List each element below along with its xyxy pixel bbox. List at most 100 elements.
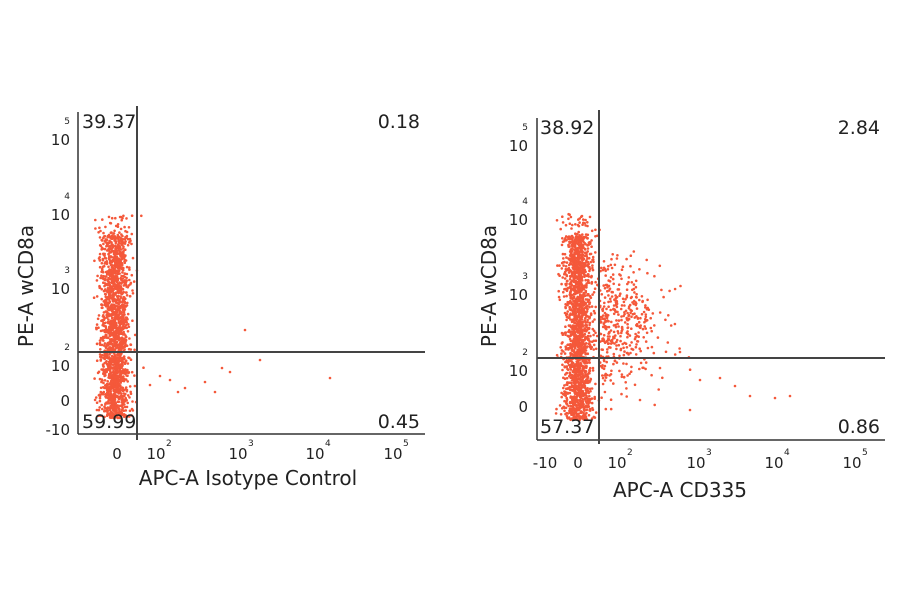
scatter-point <box>587 331 591 335</box>
scatter-point <box>120 321 123 325</box>
scatter-point <box>607 300 610 304</box>
scatter-point <box>117 333 120 337</box>
scatter-point <box>576 287 580 291</box>
scatter-point <box>573 381 577 384</box>
scatter-point <box>114 402 118 405</box>
scatter-point <box>639 349 642 353</box>
scatter-point <box>565 383 568 386</box>
scatter-point <box>131 319 134 323</box>
scatter-point <box>561 363 564 367</box>
scatter-point <box>609 346 612 349</box>
scatter-point <box>570 330 573 333</box>
scatter-point <box>123 258 126 262</box>
scatter-point <box>125 323 128 327</box>
scatter-point <box>615 319 618 322</box>
scatter-point <box>584 415 588 419</box>
scatter-point <box>118 389 122 393</box>
scatter-point <box>588 265 591 269</box>
scatter-point <box>117 379 121 383</box>
scatter-point <box>103 262 106 265</box>
y-tick-label: 10 <box>51 131 70 149</box>
scatter-point <box>578 350 581 354</box>
scatter-point <box>673 322 677 326</box>
scatter-point <box>581 294 585 298</box>
scatter-point <box>131 292 135 295</box>
scatter-point <box>575 263 579 267</box>
scatter-point <box>122 247 125 250</box>
scatter-point <box>625 346 629 349</box>
scatter-point <box>638 298 641 302</box>
scatter-point <box>109 371 113 374</box>
scatter-point <box>628 344 632 347</box>
scatter-point <box>107 368 111 371</box>
scatter-point <box>111 363 115 367</box>
scatter-point <box>115 383 119 387</box>
scatter-point <box>106 304 110 308</box>
scatter-point <box>560 261 564 265</box>
scatter-point <box>125 272 129 276</box>
scatter-point <box>97 414 100 418</box>
scatter-point <box>111 281 115 285</box>
scatter-point <box>625 288 629 292</box>
scatter-point <box>105 354 108 358</box>
scatter-point <box>116 405 119 409</box>
scatter-point <box>644 306 647 309</box>
scatter-point <box>108 250 112 253</box>
scatter-point <box>609 263 613 267</box>
scatter-point <box>567 381 570 385</box>
scatter-point <box>577 224 581 228</box>
scatter-point <box>688 368 692 372</box>
scatter-point <box>579 344 583 348</box>
scatter-point <box>569 301 573 304</box>
scatter-point <box>113 318 117 322</box>
scatter-point <box>576 310 580 314</box>
scatter-point <box>110 342 114 346</box>
y-tick-exponent: 4 <box>64 192 70 202</box>
scatter-point <box>570 262 573 266</box>
scatter-point <box>643 325 646 328</box>
scatter-point <box>573 312 576 316</box>
scatter-point <box>616 288 620 291</box>
scatter-point <box>100 261 104 265</box>
scatter-point <box>122 274 125 278</box>
scatter-point <box>104 395 107 398</box>
scatter-point <box>110 397 113 401</box>
scatter-point <box>120 344 124 347</box>
scatter-point <box>573 335 577 338</box>
scatter-point <box>586 334 590 338</box>
scatter-point <box>101 368 105 372</box>
scatter-point <box>103 386 106 390</box>
scatter-point <box>617 319 621 322</box>
scatter-point <box>116 283 119 287</box>
x-tick-label: -10 <box>533 454 558 472</box>
scatter-point <box>119 296 123 300</box>
scatter-point <box>574 363 577 367</box>
scatter-point <box>93 398 97 402</box>
scatter-point <box>110 333 113 337</box>
scatter-point <box>101 407 104 411</box>
scatter-point <box>575 324 579 327</box>
scatter-point <box>634 345 638 349</box>
scatter-point <box>649 316 652 320</box>
scatter-point <box>98 353 102 356</box>
scatter-point <box>107 321 110 325</box>
scatter-point <box>106 380 109 383</box>
scatter-point <box>101 364 105 368</box>
scatter-point <box>95 408 99 412</box>
scatter-point <box>113 362 117 365</box>
scatter-point <box>119 304 122 308</box>
scatter-point <box>565 303 569 307</box>
scatter-point <box>110 285 114 289</box>
scatter-point <box>617 283 621 287</box>
scatter-point <box>574 238 577 241</box>
scatter-point <box>120 395 124 399</box>
scatter-point <box>572 337 576 340</box>
scatter-point <box>120 360 123 363</box>
scatter-point <box>556 264 559 267</box>
scatter-point <box>123 283 127 287</box>
scatter-point <box>122 355 126 358</box>
scatter-point <box>112 340 116 343</box>
scatter-point <box>109 324 113 327</box>
scatter-point <box>183 386 187 390</box>
scatter-point <box>118 309 121 312</box>
